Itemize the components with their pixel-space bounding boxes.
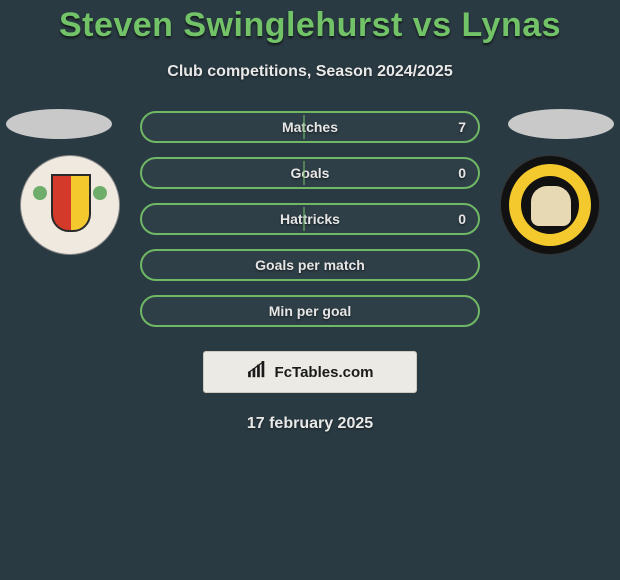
player-ellipse-left [6,109,112,139]
stat-row: Min per goal [140,295,480,327]
comparison-panel: Matches 7 Goals 0 Hattricks 0 Goals per … [0,111,620,433]
stat-row: Goals per match [140,249,480,281]
crest-decoration-icon [93,186,107,200]
generated-date: 17 february 2025 [0,415,620,433]
subtitle: Club competitions, Season 2024/2025 [0,63,620,81]
team-crest-left [20,155,120,255]
stats-list: Matches 7 Goals 0 Hattricks 0 Goals per … [140,111,480,327]
stat-label: Min per goal [269,303,351,319]
stat-row: Hattricks 0 [140,203,480,235]
player-ellipse-right [508,109,614,139]
crest-shield-icon [51,174,91,232]
stat-row: Goals 0 [140,157,480,189]
bar-chart-icon [247,361,269,383]
stat-label: Matches [282,119,338,135]
stat-value: 7 [458,119,466,135]
stat-row: Matches 7 [140,111,480,143]
stat-label: Goals per match [255,257,365,273]
branding-text: FcTables.com [275,364,374,381]
team-crest-right [500,155,600,255]
branding-badge: FcTables.com [203,351,417,393]
stat-label: Hattricks [280,211,340,227]
crest-elephant-icon [531,186,571,226]
crest-decoration-icon [33,186,47,200]
stat-value: 0 [458,211,466,227]
stat-label: Goals [291,165,330,181]
page-title: Steven Swinglehurst vs Lynas [0,0,620,45]
stat-value: 0 [458,165,466,181]
